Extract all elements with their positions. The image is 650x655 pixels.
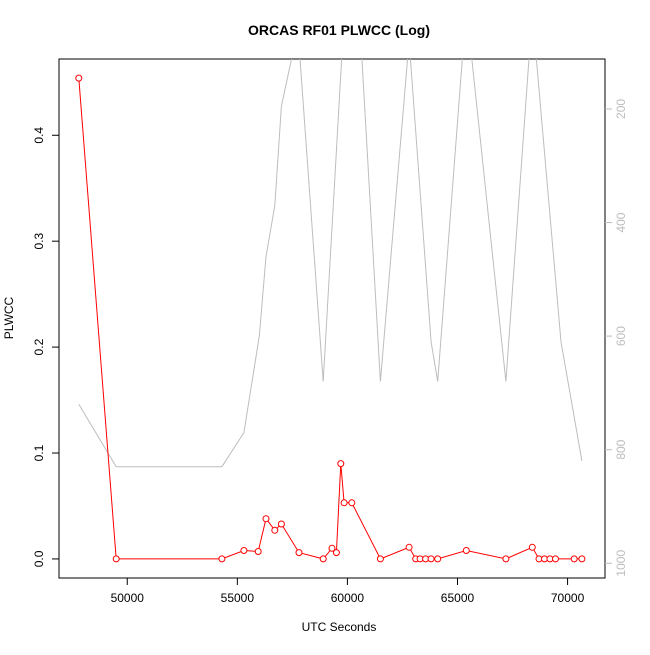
x-axis-label: UTC Seconds bbox=[302, 620, 377, 634]
data-point-0-30 bbox=[578, 555, 586, 563]
data-point-0-22 bbox=[462, 547, 470, 554]
y-tick-label-3: 0.3 bbox=[32, 233, 46, 250]
data-point-0-7 bbox=[277, 520, 285, 528]
series-line-1 bbox=[78, 59, 583, 468]
right-tick-label-0: 200 bbox=[614, 99, 628, 119]
data-point-0-2 bbox=[218, 555, 226, 563]
x-tick-label-1: 55000 bbox=[221, 591, 255, 605]
data-point-0-0 bbox=[75, 74, 83, 82]
data-point-0-29 bbox=[570, 555, 578, 563]
data-point-0-12 bbox=[337, 460, 345, 468]
data-point-0-1 bbox=[112, 555, 120, 563]
y-axis-label: PLWCC bbox=[2, 296, 16, 339]
x-tick-label-4: 70000 bbox=[551, 591, 585, 605]
data-point-0-16 bbox=[405, 543, 413, 551]
series-line-0 bbox=[78, 78, 582, 560]
data-point-0-9 bbox=[319, 555, 327, 563]
data-point-0-10 bbox=[328, 544, 336, 552]
y-tick-label-1: 0.1 bbox=[32, 444, 46, 461]
chart-title: ORCAS RF01 PLWCC (Log) bbox=[248, 22, 430, 38]
y-tick-label-2: 0.2 bbox=[32, 338, 46, 355]
data-point-0-24 bbox=[528, 543, 536, 551]
right-tick-label-1: 400 bbox=[614, 212, 628, 232]
x-tick-label-3: 65000 bbox=[441, 591, 475, 605]
y-axis: 0.0 0.1 0.2 0.3 0.4 bbox=[32, 127, 59, 567]
data-point-0-20 bbox=[427, 555, 435, 563]
data-point-0-4 bbox=[254, 548, 262, 555]
data-point-0-21 bbox=[434, 555, 442, 563]
data-point-0-8 bbox=[295, 549, 303, 557]
y-tick-label-4: 0.4 bbox=[32, 127, 46, 144]
right-tick-label-3: 800 bbox=[614, 439, 628, 459]
data-point-0-14 bbox=[348, 499, 356, 507]
data-point-0-6 bbox=[271, 526, 279, 534]
x-axis: 50000 55000 60000 65000 70000 bbox=[111, 578, 585, 605]
data-point-0-23 bbox=[502, 555, 510, 563]
right-tick-label-4: 1000 bbox=[614, 550, 628, 577]
right-axis: 200 400 600 800 1000 bbox=[605, 99, 628, 577]
data-point-0-15 bbox=[376, 555, 384, 563]
data-point-0-28 bbox=[552, 555, 559, 563]
series-layer bbox=[75, 59, 586, 563]
x-tick-label-0: 50000 bbox=[111, 591, 145, 605]
data-point-0-11 bbox=[332, 549, 340, 557]
right-tick-label-2: 600 bbox=[614, 326, 628, 346]
y-tick-label-0: 0.0 bbox=[32, 550, 46, 567]
plot-frame bbox=[58, 58, 606, 579]
data-point-0-5 bbox=[262, 515, 270, 523]
data-point-0-13 bbox=[340, 499, 348, 507]
x-tick-label-2: 60000 bbox=[331, 591, 365, 605]
data-point-0-3 bbox=[240, 547, 248, 554]
